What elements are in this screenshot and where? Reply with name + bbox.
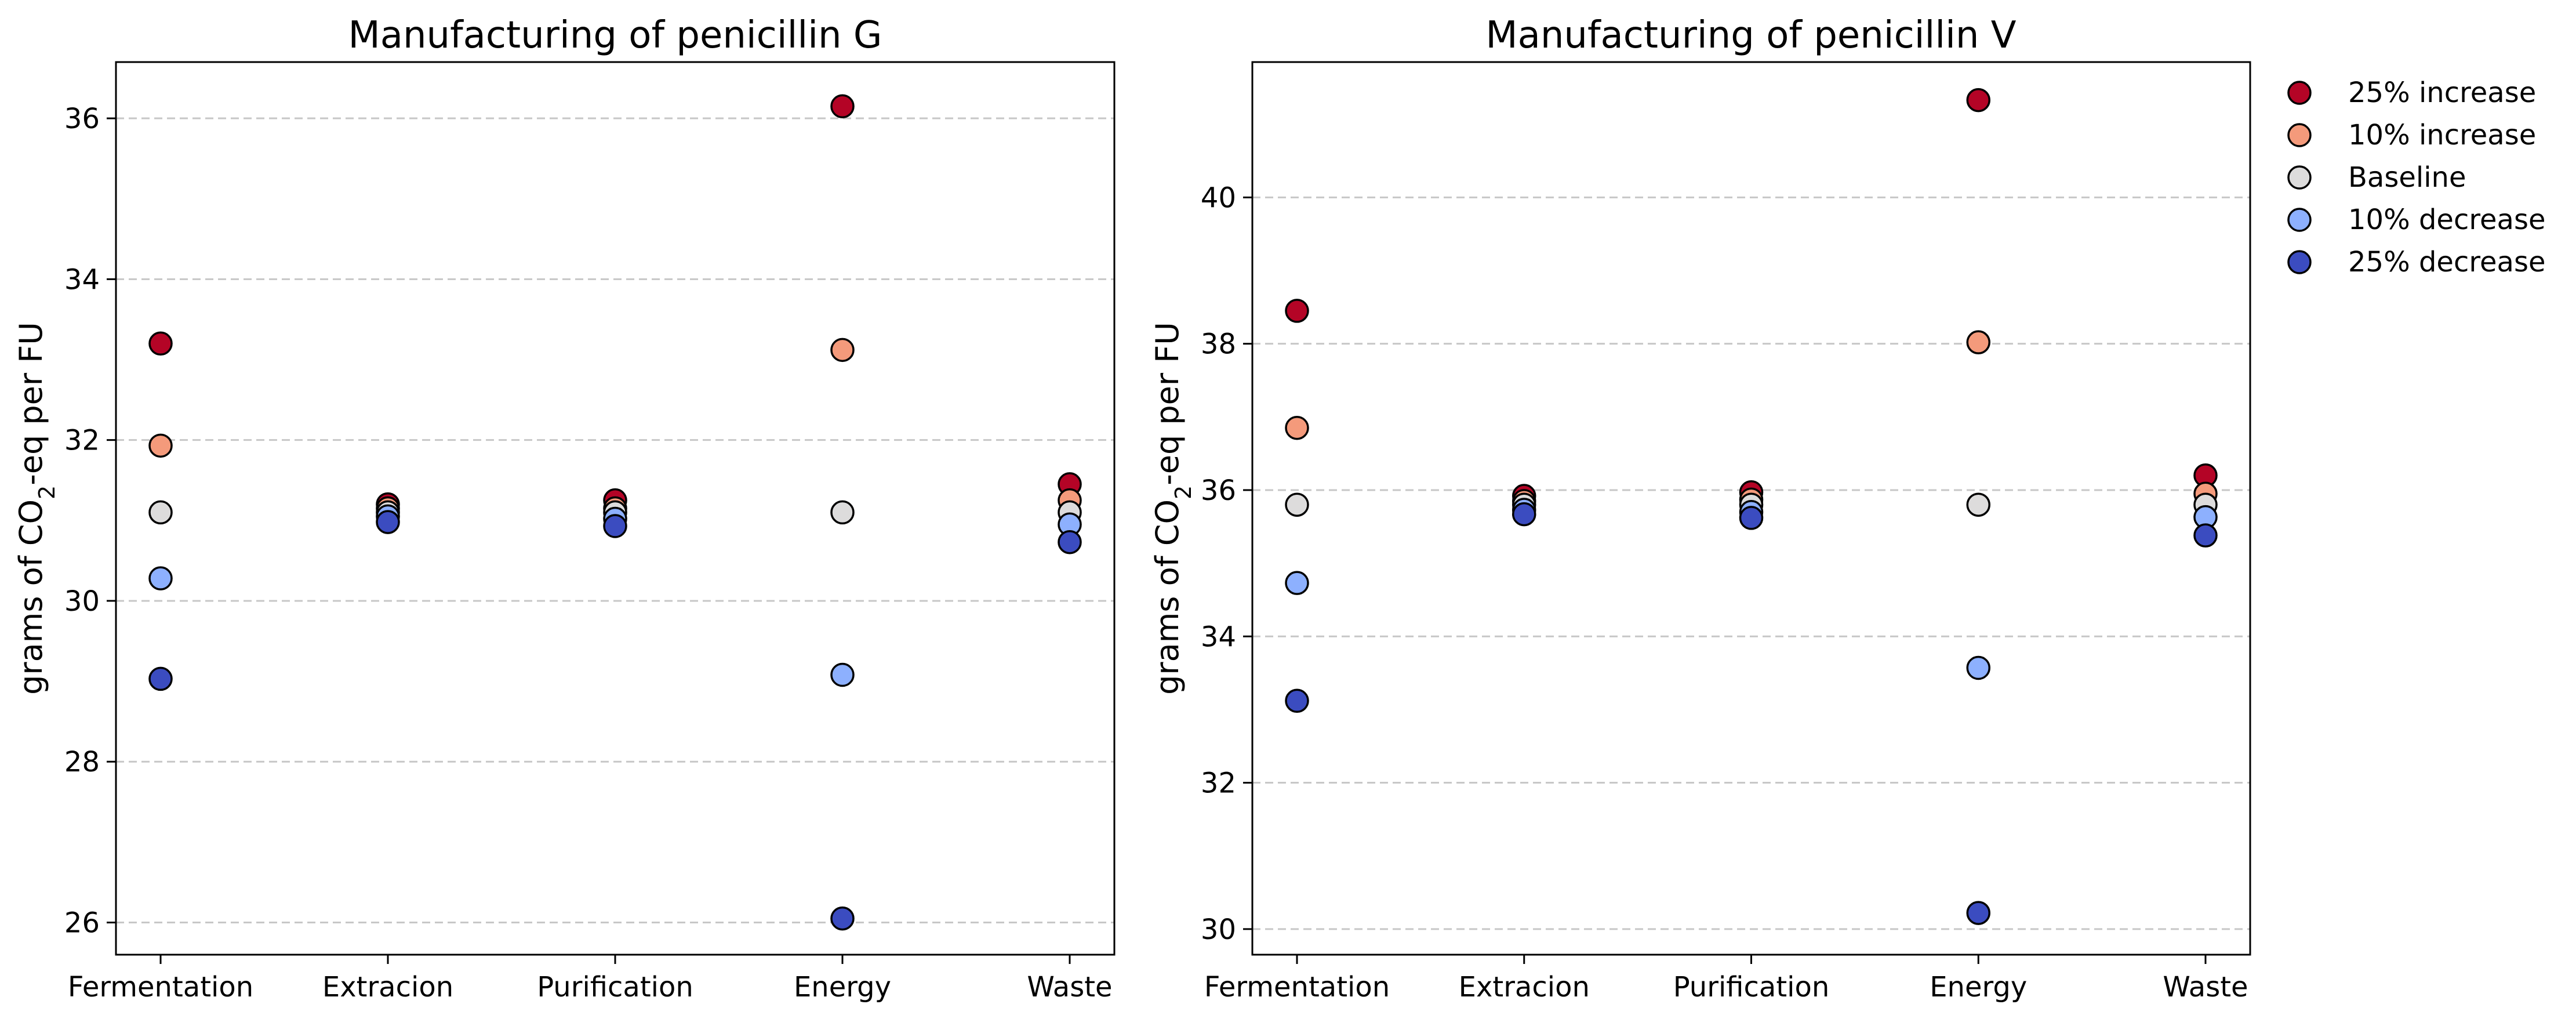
y-axis-label-prefix: grams of CO <box>13 499 49 695</box>
x-tick-label: Fermentation <box>1204 971 1390 1003</box>
legend: 25% increase 10% increase Baseline 10% decr… <box>2287 77 2546 278</box>
x-tick-label: Fermentation <box>68 971 253 1003</box>
x-tick-label: Purification <box>537 971 693 1003</box>
legend-label: 25% increase <box>2348 77 2536 109</box>
data-point <box>148 666 173 691</box>
y-axis-label-subscript: 2 <box>34 485 60 499</box>
y-tick-label: 36 <box>64 103 100 135</box>
data-point <box>376 510 400 534</box>
legend-marker <box>2287 208 2312 232</box>
y-axis-label-suffix: -eq per FU <box>13 322 49 485</box>
legend-label: 10% increase <box>2348 119 2536 151</box>
legend-label: Baseline <box>2348 161 2466 194</box>
y-axis-label: grams of CO2-eq per FU <box>13 322 60 695</box>
x-tick-label: Waste <box>1027 971 1112 1003</box>
data-point <box>830 338 855 362</box>
y-tick-label: 34 <box>64 263 100 296</box>
legend-marker <box>2287 250 2312 274</box>
data-point <box>148 566 173 590</box>
data-point <box>1966 492 1990 517</box>
y-axis-label-prefix: grams of CO <box>1149 499 1186 695</box>
data-point <box>1285 571 1309 595</box>
data-point <box>603 514 627 538</box>
data-point <box>1058 530 1082 554</box>
y-tick-label: 30 <box>64 585 100 618</box>
data-point <box>830 94 855 119</box>
data-point <box>148 331 173 356</box>
x-tick-label: Energy <box>794 971 891 1003</box>
chart-title: Manufacturing of penicillin G <box>348 14 882 57</box>
y-tick-label: 40 <box>1201 182 1236 214</box>
y-axis-label-suffix: -eq per FU <box>1149 322 1186 485</box>
data-point <box>830 662 855 687</box>
data-point <box>830 906 855 931</box>
y-tick-label: 38 <box>1201 328 1236 361</box>
data-point <box>1285 492 1309 517</box>
y-axis-label: grams of CO2-eq per FU <box>1149 322 1196 695</box>
x-tick-label: Waste <box>2163 971 2248 1003</box>
data-point <box>148 433 173 458</box>
x-tick-label: Purification <box>1673 971 1830 1003</box>
x-tick-label: Extracion <box>1459 971 1590 1003</box>
x-tick-label: Extracion <box>322 971 453 1003</box>
y-tick-label: 36 <box>1201 474 1236 507</box>
data-point <box>1966 901 1990 925</box>
data-point <box>1966 330 1990 354</box>
data-point <box>148 500 173 525</box>
legend-marker <box>2287 165 2312 190</box>
legend-marker <box>2287 123 2312 147</box>
legend-marker <box>2287 81 2312 105</box>
chart-penicillin-v: 30 32 34 36 38 40 Fermentation Extracion Purific… <box>1149 14 2251 1003</box>
data-point <box>1739 506 1764 530</box>
data-point <box>1512 502 1536 527</box>
y-tick-label: 32 <box>1201 767 1236 800</box>
chart-title: Manufacturing of penicillin V <box>1485 14 2016 57</box>
legend-label: 25% decrease <box>2348 246 2546 278</box>
y-tick-label: 34 <box>1201 621 1236 653</box>
data-point <box>1966 88 1990 113</box>
y-tick-label: 32 <box>64 425 100 457</box>
data-point <box>830 500 855 525</box>
legend-label: 10% decrease <box>2348 204 2546 236</box>
data-point <box>2193 523 2218 548</box>
y-tick-label: 26 <box>64 907 100 940</box>
x-tick-label: Energy <box>1930 971 2027 1003</box>
y-axis-label-subscript: 2 <box>1171 485 1196 499</box>
y-tick-label: 28 <box>64 746 100 778</box>
data-point <box>1966 655 1990 680</box>
data-point <box>1285 415 1309 440</box>
data-point <box>1285 299 1309 323</box>
data-point <box>1285 688 1309 713</box>
y-tick-label: 30 <box>1201 913 1236 946</box>
chart-penicillin-g: 26 28 30 32 34 36 Fermentation Extracion Purific… <box>13 14 1116 1003</box>
